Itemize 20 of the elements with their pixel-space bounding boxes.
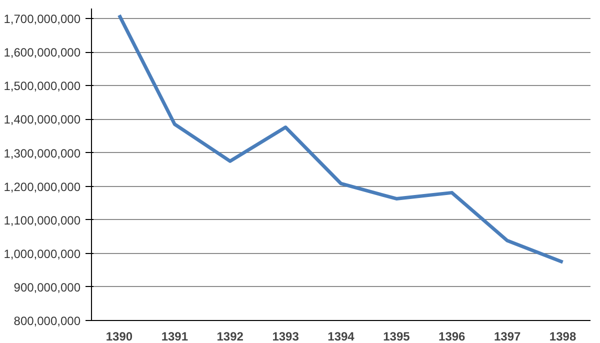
x-tick-label: 1392 <box>216 330 244 343</box>
x-tick-label: 1398 <box>549 330 576 343</box>
x-tick-label: 1396 <box>438 330 466 343</box>
y-tick-label: 800,000,000 <box>14 314 81 328</box>
y-tick-label: 1,000,000,000 <box>4 246 81 261</box>
y-tick-label: 1,100,000,000 <box>4 213 81 228</box>
y-tick-label: 1,700,000,000 <box>4 12 81 26</box>
y-tick-label: 900,000,000 <box>14 280 81 294</box>
y-tick-label: 1,600,000,000 <box>4 46 81 60</box>
x-tick-label: 1395 <box>383 330 410 343</box>
x-tick-label: 1393 <box>272 330 300 343</box>
y-tick-label: 1,300,000,000 <box>4 146 81 160</box>
y-tick-label: 1,400,000,000 <box>4 112 81 127</box>
y-tick-label: 1,500,000,000 <box>4 79 81 94</box>
x-tick-label: 1397 <box>494 330 522 343</box>
x-tick-label: 1394 <box>328 330 355 343</box>
x-tick-label: 1391 <box>161 330 188 343</box>
x-tick-label: 1390 <box>106 330 133 343</box>
y-tick-label: 1,200,000,000 <box>4 180 81 194</box>
line-series <box>117 13 565 264</box>
